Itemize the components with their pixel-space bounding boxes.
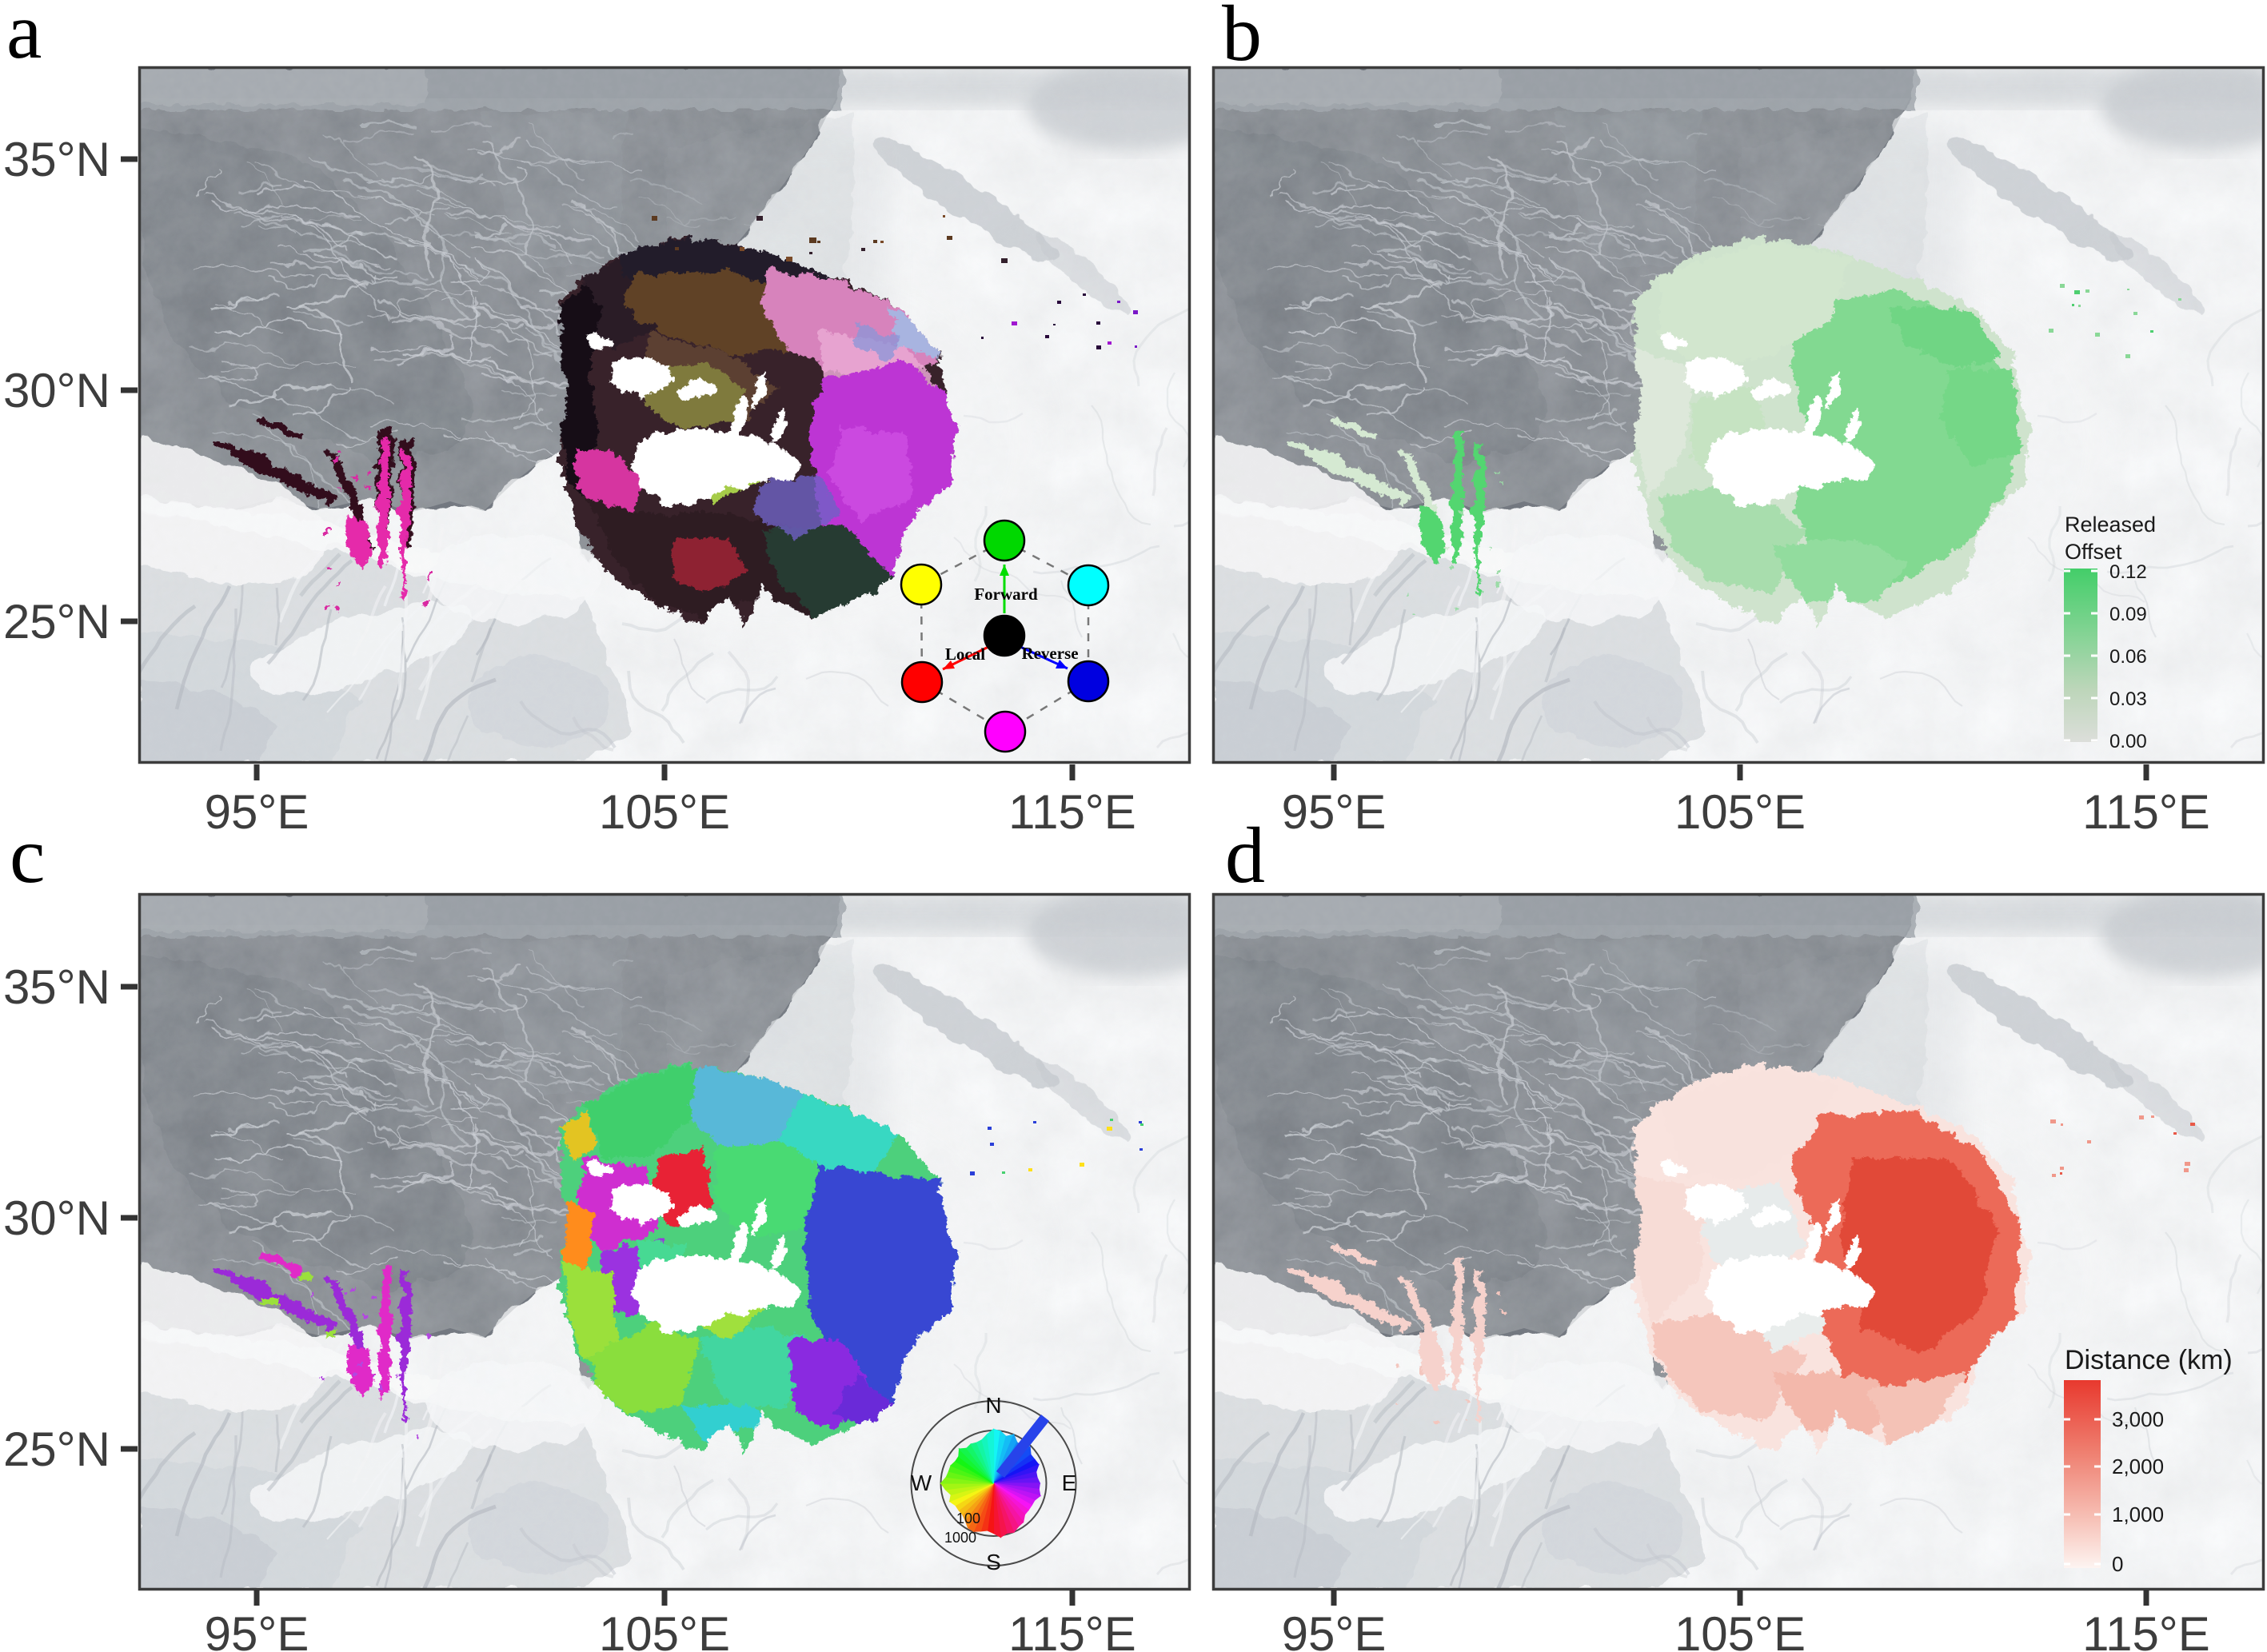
svg-text:35°N: 35°N bbox=[3, 960, 110, 1014]
svg-text:c: c bbox=[10, 811, 45, 900]
svg-text:95°E: 95°E bbox=[1282, 1607, 1387, 1652]
svg-text:30°N: 30°N bbox=[3, 1191, 110, 1245]
svg-text:Reverse: Reverse bbox=[1021, 644, 1078, 663]
svg-text:Local: Local bbox=[945, 644, 985, 664]
svg-text:1,000: 1,000 bbox=[2112, 1502, 2164, 1526]
svg-text:0.09: 0.09 bbox=[2109, 604, 2147, 625]
svg-text:115°E: 115°E bbox=[1008, 785, 1136, 839]
svg-text:b: b bbox=[1222, 0, 1262, 78]
svg-text:W: W bbox=[911, 1470, 932, 1495]
svg-text:N: N bbox=[985, 1393, 1001, 1418]
svg-text:a: a bbox=[6, 0, 42, 75]
svg-text:Released: Released bbox=[2065, 513, 2156, 537]
svg-text:95°E: 95°E bbox=[1282, 785, 1387, 839]
svg-text:105°E: 105°E bbox=[599, 1607, 730, 1652]
svg-text:Offset: Offset bbox=[2065, 540, 2122, 564]
svg-text:S: S bbox=[986, 1550, 1001, 1574]
svg-text:35°N: 35°N bbox=[3, 133, 110, 186]
svg-text:105°E: 105°E bbox=[1674, 1607, 1806, 1652]
svg-text:25°N: 25°N bbox=[3, 1423, 110, 1476]
svg-text:0.06: 0.06 bbox=[2109, 646, 2147, 668]
svg-text:25°N: 25°N bbox=[3, 595, 110, 648]
svg-text:0.03: 0.03 bbox=[2109, 688, 2147, 710]
svg-text:30°N: 30°N bbox=[3, 364, 110, 417]
svg-text:0: 0 bbox=[2112, 1552, 2123, 1576]
svg-text:115°E: 115°E bbox=[1008, 1607, 1136, 1652]
svg-text:95°E: 95°E bbox=[205, 1607, 309, 1652]
svg-text:115°E: 115°E bbox=[2082, 785, 2210, 839]
svg-text:3,000: 3,000 bbox=[2112, 1407, 2164, 1431]
svg-text:0.12: 0.12 bbox=[2109, 561, 2147, 583]
svg-text:105°E: 105°E bbox=[599, 785, 730, 839]
svg-text:105°E: 105°E bbox=[1674, 785, 1806, 839]
svg-text:E: E bbox=[1062, 1470, 1077, 1495]
svg-text:Distance (km): Distance (km) bbox=[2065, 1345, 2233, 1375]
svg-text:115°E: 115°E bbox=[2082, 1607, 2210, 1652]
svg-text:0.00: 0.00 bbox=[2109, 731, 2147, 752]
svg-text:2,000: 2,000 bbox=[2112, 1454, 2164, 1478]
svg-text:100: 100 bbox=[956, 1510, 980, 1526]
svg-text:d: d bbox=[1225, 811, 1265, 900]
svg-text:1000: 1000 bbox=[944, 1530, 976, 1546]
svg-text:Forward: Forward bbox=[974, 585, 1038, 604]
svg-text:95°E: 95°E bbox=[205, 785, 309, 839]
